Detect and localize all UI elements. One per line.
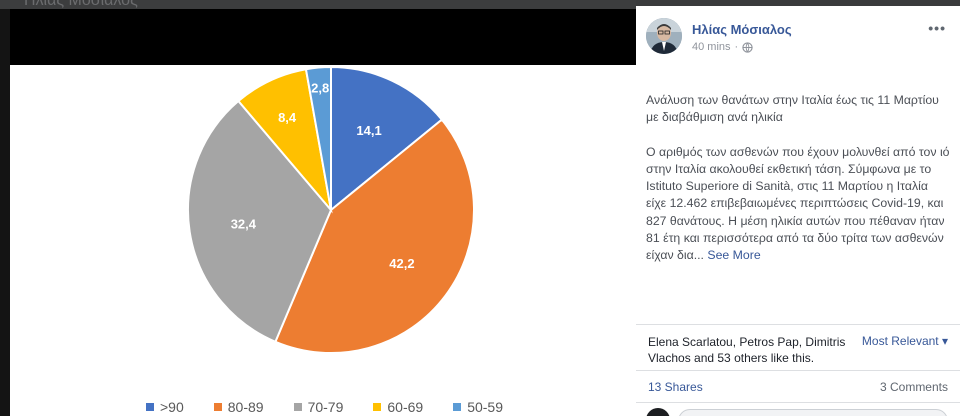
globe-icon[interactable]	[742, 41, 753, 53]
data-label-60-69: 8,4	[278, 110, 297, 125]
post-paragraph-1: Ανάλυση των θανάτων στην Ιταλία έως τις …	[646, 93, 939, 125]
legend-label: 80-89	[227, 399, 264, 415]
legend-swatch	[293, 403, 302, 411]
post-meta: 40 mins ·	[692, 41, 753, 53]
data-label-80-89: 42,2	[389, 256, 414, 271]
post-text: Ανάλυση των θανάτων στην Ιταλία έως τις …	[646, 92, 950, 282]
pie-slice-50-59	[304, 65, 332, 211]
legend-swatch	[146, 403, 154, 411]
pie-slice-80-89	[274, 118, 475, 354]
post-paragraph-2: Ο αριθμός των ασθενών που έχουν μολυνθεί…	[646, 144, 950, 265]
chevron-down-icon: ▾	[941, 334, 948, 348]
post-paragraph-2-text: Ο αριθμός των ασθενών που έχουν μολυνθεί…	[646, 144, 950, 263]
post-time[interactable]: 40 mins	[692, 41, 731, 53]
legend-item-60-69: 60-69	[373, 399, 423, 415]
divider	[636, 324, 960, 325]
more-options-button[interactable]: •••	[928, 20, 946, 36]
legend-label: >90	[160, 399, 184, 415]
pie-slice->90	[330, 65, 444, 213]
legend-label: 50-59	[467, 399, 503, 415]
legend-label: 60-69	[387, 399, 424, 415]
commenter-avatar	[646, 408, 670, 416]
viewer-ghost-title: Ηλίας Μόσιαλος	[24, 0, 138, 9]
legend-item-80-89: 80-89	[213, 399, 264, 415]
comments-link[interactable]: 3 Comments	[879, 380, 948, 394]
author-avatar[interactable]	[646, 18, 682, 54]
legend-swatch	[453, 403, 462, 411]
legend-item-70-79: 70-79	[293, 399, 344, 415]
data-label-50-59: 2,8	[311, 80, 329, 95]
legend-swatch	[373, 403, 382, 411]
data-label->90: 14,1	[356, 123, 381, 138]
shares-link[interactable]: 13 Shares	[648, 380, 703, 394]
author-name-link[interactable]: Ηλίας Μόσιαλος	[692, 22, 792, 37]
comment-sort-dropdown[interactable]: Most Relevant ▾	[862, 334, 948, 348]
pie-chart: 14,1 42,2 32,4 8,4 2,8	[187, 65, 475, 354]
divider	[636, 402, 960, 403]
divider	[636, 370, 960, 371]
avatar-photo-icon	[646, 18, 682, 54]
chart-legend: >90 80-89 70-79 60-69 50-59	[146, 399, 533, 415]
meta-separator: ·	[734, 41, 739, 53]
image-top-band	[10, 9, 636, 65]
legend-label: 70-79	[307, 399, 344, 415]
post-sidebar: Ηλίας Μόσιαλος 40 mins · ••• Ανάλυση των…	[636, 6, 960, 416]
pie-slice-70-79	[187, 99, 333, 344]
see-more-link[interactable]: See More	[707, 248, 761, 263]
viewer-top-bar	[0, 0, 636, 9]
likes-summary[interactable]: Elena Scarlatou, Petros Pap, Dimitris Vl…	[648, 335, 846, 365]
legend-swatch	[213, 403, 222, 411]
sort-label: Most Relevant	[861, 334, 939, 348]
comment-input[interactable]	[678, 409, 948, 416]
data-label-70-79: 32,4	[231, 216, 257, 231]
chart-image[interactable]: 14,1 42,2 32,4 8,4 2,8 >90 80-89 70-79 60-69 50-…	[10, 65, 636, 416]
legend-item->90: >90	[146, 399, 184, 415]
legend-item-50-59: 50-59	[453, 399, 503, 415]
photo-viewer: Ηλίας Μόσιαλος 14,1 42,2 32,4 8,4 2,8 >90 80-…	[0, 0, 636, 416]
